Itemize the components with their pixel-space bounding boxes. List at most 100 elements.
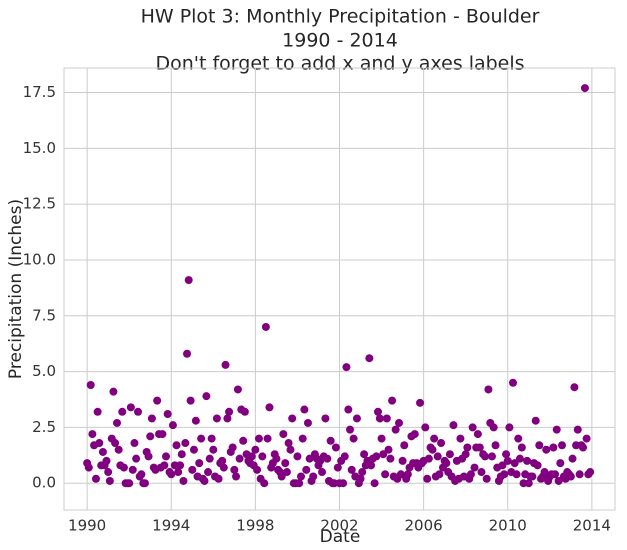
point: [321, 414, 330, 423]
point: [161, 452, 170, 461]
point: [288, 414, 297, 423]
point: [230, 465, 239, 474]
point: [461, 450, 470, 459]
x-tick-label: 2006: [405, 517, 443, 535]
point: [132, 454, 141, 463]
point: [356, 474, 365, 483]
point: [509, 378, 518, 387]
point: [195, 459, 204, 468]
point: [130, 439, 139, 448]
point: [197, 434, 206, 443]
point: [552, 425, 561, 434]
point: [484, 385, 493, 394]
point: [449, 421, 458, 430]
point: [410, 430, 419, 439]
y-tick-label: 0.0: [32, 474, 56, 492]
point: [568, 454, 577, 463]
point: [481, 452, 490, 461]
x-tick-label: 1998: [236, 517, 274, 535]
x-tick-label: 2014: [573, 517, 611, 535]
point: [218, 456, 227, 465]
point: [386, 454, 395, 463]
point: [379, 450, 388, 459]
y-tick-label: 17.5: [23, 83, 56, 101]
x-tick-label: 2010: [489, 517, 527, 535]
point: [473, 430, 482, 439]
point: [531, 416, 540, 425]
point: [111, 439, 120, 448]
point: [168, 421, 177, 430]
point: [225, 407, 234, 416]
point: [184, 276, 193, 285]
point: [163, 410, 172, 419]
point: [566, 472, 575, 481]
point: [580, 84, 589, 93]
point: [382, 414, 391, 423]
y-tick-label: 7.5: [32, 306, 56, 324]
point: [277, 472, 286, 481]
point: [554, 476, 563, 485]
point: [209, 445, 218, 454]
point: [340, 452, 349, 461]
point: [200, 476, 209, 485]
point: [318, 468, 327, 477]
point: [331, 443, 340, 452]
point: [232, 472, 241, 481]
point: [297, 472, 306, 481]
point: [219, 463, 228, 472]
point: [475, 443, 484, 452]
point: [261, 322, 270, 331]
point: [181, 439, 190, 448]
point: [140, 479, 149, 488]
point: [98, 447, 107, 456]
point: [445, 450, 454, 459]
point: [523, 456, 532, 465]
point: [233, 385, 242, 394]
point: [284, 439, 293, 448]
point: [558, 441, 567, 450]
point: [358, 468, 367, 477]
point: [204, 468, 213, 477]
y-tick-label: 5.0: [32, 362, 56, 380]
point: [146, 432, 155, 441]
point: [207, 434, 216, 443]
point: [400, 441, 409, 450]
y-tick-label: 10.0: [23, 250, 56, 268]
point: [158, 430, 167, 439]
point: [84, 463, 93, 472]
point: [367, 461, 376, 470]
point: [551, 470, 560, 479]
point: [179, 476, 188, 485]
point: [247, 452, 256, 461]
point: [125, 479, 134, 488]
point: [549, 443, 558, 452]
point: [86, 380, 95, 389]
point: [430, 434, 439, 443]
point: [491, 441, 500, 450]
point: [524, 479, 533, 488]
point: [579, 443, 588, 452]
x-tick-label: 2002: [320, 517, 358, 535]
point: [282, 468, 291, 477]
point: [514, 434, 523, 443]
point: [293, 452, 302, 461]
point: [463, 443, 472, 452]
point: [202, 392, 211, 401]
x-tick-label: 1994: [152, 517, 190, 535]
point: [498, 461, 507, 470]
point: [134, 407, 143, 416]
point: [212, 414, 221, 423]
point: [188, 465, 197, 474]
point: [302, 465, 311, 474]
point: [126, 403, 135, 412]
point: [253, 465, 262, 474]
point: [105, 476, 114, 485]
point: [396, 470, 405, 479]
point: [177, 450, 186, 459]
point: [391, 425, 400, 434]
point: [239, 436, 248, 445]
chart-subtitle: 1990 - 2014: [282, 30, 398, 52]
point: [144, 452, 153, 461]
point: [286, 445, 295, 454]
point: [167, 470, 176, 479]
